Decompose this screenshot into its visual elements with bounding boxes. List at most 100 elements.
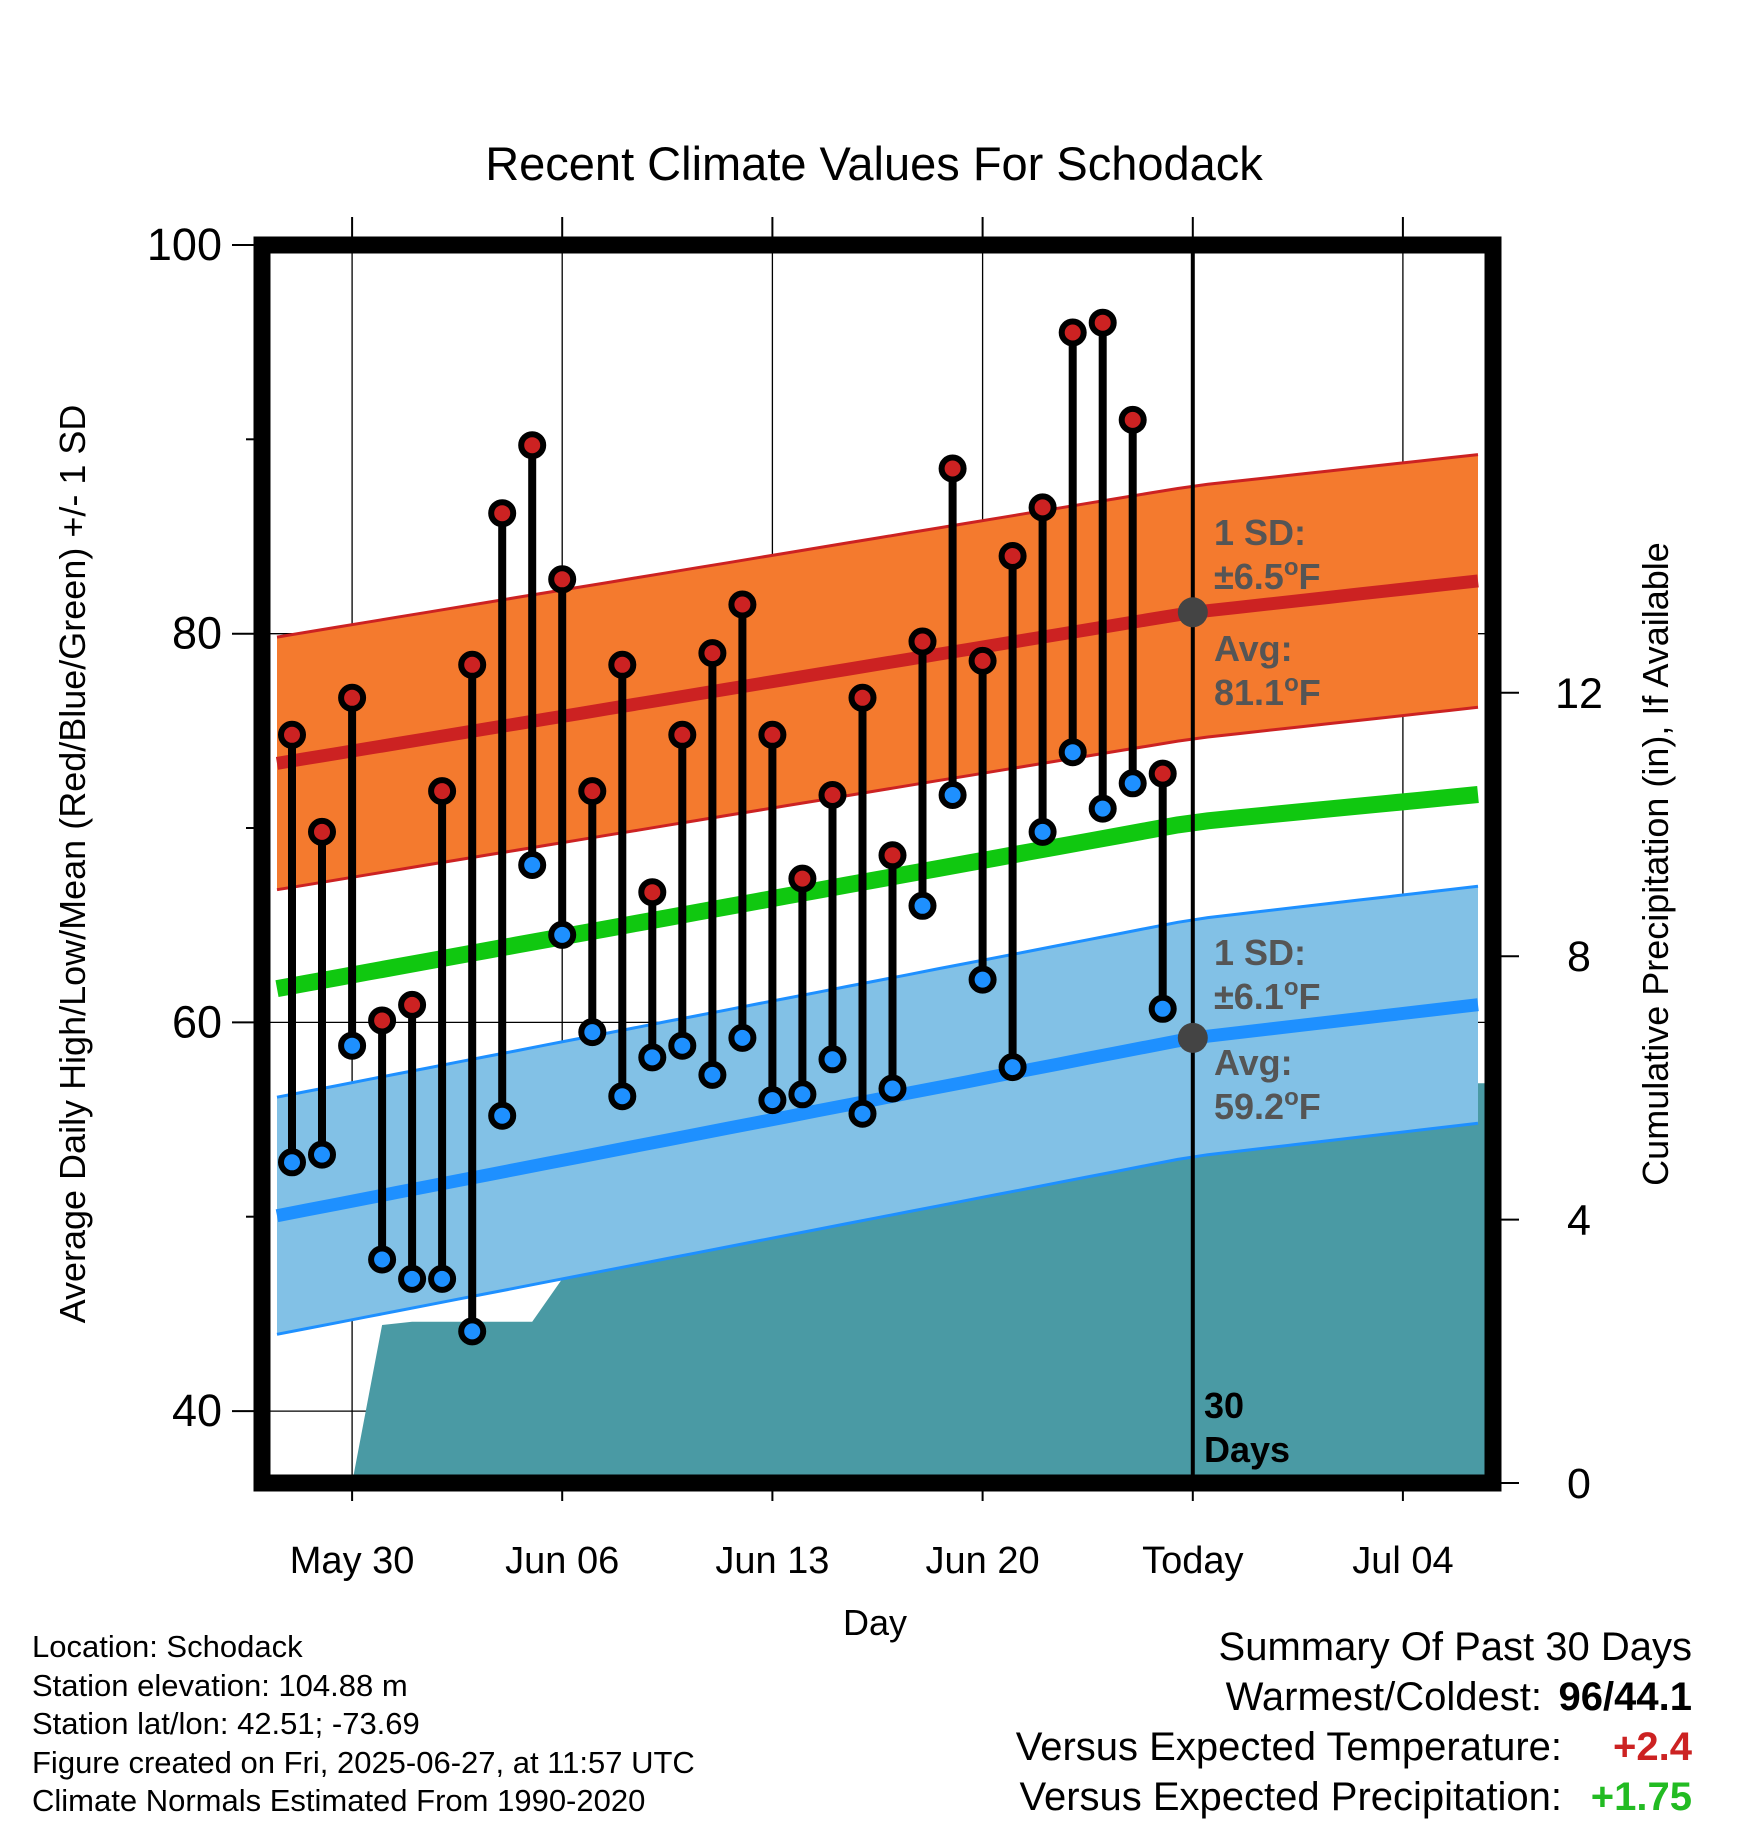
daily-high-marker — [968, 646, 997, 675]
high-sd-value: ±6.5oF — [1214, 554, 1320, 597]
daily-high-marker — [1118, 405, 1147, 434]
daily-low-marker — [938, 781, 967, 809]
daily-high-marker — [428, 777, 457, 806]
y2-tick-label: 4 — [1567, 1197, 1591, 1245]
x-tick-label: Jul 04 — [1352, 1540, 1453, 1582]
daily-low-marker — [548, 920, 577, 949]
daily-high-marker — [1028, 493, 1057, 522]
daily-low-marker — [428, 1264, 457, 1293]
daily-high-marker — [308, 817, 336, 846]
daily-high-marker — [1088, 308, 1117, 337]
daily-high-marker — [848, 683, 877, 712]
daily-high-marker — [1148, 759, 1177, 788]
latlon-text: Station lat/lon: 42.51; -73.69 — [32, 1706, 420, 1741]
summary-warm-cold: Warmest/Coldest: 96/44.1 — [1016, 1672, 1692, 1722]
daily-low-marker — [518, 851, 547, 879]
daily-stems — [288, 322, 1167, 1332]
low-band-lower-edge — [276, 1121, 1479, 1336]
high-mean-line — [275, 574, 1479, 770]
daily-low-marker — [848, 1099, 877, 1128]
daily-low-marker — [818, 1045, 847, 1074]
normal-bands — [275, 453, 1479, 1336]
high-avg-value: 81.1oF — [1214, 670, 1321, 713]
low-avg-dot — [1177, 1022, 1208, 1053]
warmest-value: 96 — [1558, 1675, 1604, 1719]
precip-vs-expected-value: +1.75 — [1590, 1775, 1692, 1819]
low-band-upper-edge — [276, 884, 1479, 1099]
y-tick-label: 100 — [147, 219, 222, 270]
annotations: 1 SD: ±6.5oF Avg: 81.1oF 1 SD: ±6.1oF Av… — [1204, 512, 1321, 1470]
normals-text: Climate Normals Estimated From 1990-2020 — [32, 1783, 646, 1818]
x-tick-label: Jun 13 — [715, 1540, 829, 1582]
x-tick-label: Today — [1142, 1540, 1243, 1582]
daily-low-marker — [458, 1317, 487, 1346]
daily-high-marker — [548, 565, 577, 594]
daily-low-marker — [278, 1148, 306, 1177]
daily-high-marker — [908, 627, 937, 656]
daily-high-marker — [518, 431, 547, 460]
period-days-number: 30 — [1204, 1385, 1244, 1426]
daily-markers — [278, 308, 1208, 1346]
y-tick-label: 80 — [172, 608, 222, 659]
station-info: Location: Schodack Station elevation: 10… — [32, 1628, 695, 1821]
summary-panel: Summary Of Past 30 Days Warmest/Coldest:… — [1016, 1622, 1692, 1822]
daily-low-marker — [1148, 994, 1177, 1023]
summary-heading: Summary Of Past 30 Days — [1016, 1622, 1692, 1672]
daily-low-marker — [398, 1264, 427, 1293]
axes: 40 60 80 100 0 4 8 12 May 30 Jun 06 Jun 13 Jun 20 To… — [147, 217, 1603, 1582]
location-text: Location: Schodack — [32, 1629, 303, 1664]
x-tick-label: Jun 20 — [926, 1540, 1040, 1582]
daily-low-marker — [608, 1082, 637, 1111]
value-separator: / — [1603, 1675, 1615, 1719]
daily-high-marker — [938, 454, 967, 483]
daily-low-marker — [338, 1031, 367, 1060]
plot-frame — [253, 236, 1502, 1492]
daily-low-marker — [758, 1086, 787, 1115]
period-days-label: Days — [1204, 1429, 1290, 1470]
daily-low-marker — [1058, 738, 1087, 767]
y2-tick-label: 0 — [1567, 1460, 1591, 1508]
daily-low-marker — [968, 965, 997, 994]
y-axis-label: Average Daily High/Low/Mean (Red/Blue/Gr… — [52, 405, 93, 1324]
y2-tick-label: 8 — [1567, 933, 1591, 981]
coldest-value: 44.1 — [1614, 1675, 1692, 1719]
low-sd-value: ±6.1oF — [1214, 974, 1320, 1017]
low-sd-band — [277, 886, 1478, 1335]
daily-high-marker — [1058, 318, 1087, 347]
y-tick-label: 40 — [172, 1385, 222, 1436]
elevation-text: Station elevation: 104.88 m — [32, 1667, 408, 1703]
summary-precipitation: Versus Expected Precipitation: +1.75 — [1016, 1772, 1692, 1822]
daily-low-marker — [368, 1245, 397, 1274]
daily-high-marker — [758, 720, 787, 749]
daily-high-marker — [368, 1006, 397, 1035]
daily-low-marker — [488, 1101, 517, 1130]
low-avg-label: Avg: — [1214, 1042, 1293, 1083]
daily-high-marker — [458, 650, 487, 679]
daily-low-marker — [1028, 817, 1057, 846]
low-avg-value: 59.2oF — [1214, 1084, 1321, 1127]
daily-high-marker — [818, 781, 847, 809]
y2-axis-label: Cumulative Precipitation (in), If Availa… — [1635, 542, 1676, 1186]
warm-cold-value: 96/44.1 — [1542, 1672, 1692, 1722]
daily-high-marker — [488, 499, 517, 528]
high-sd-band — [277, 454, 1478, 890]
summary-temperature: Versus Expected Temperature: +2.4 — [1016, 1722, 1692, 1772]
daily-high-marker — [338, 683, 367, 712]
warm-cold-label: Warmest/Coldest: — [1225, 1675, 1542, 1719]
high-sd-label: 1 SD: — [1214, 512, 1306, 553]
daily-low-marker — [1088, 794, 1117, 823]
daily-high-marker — [608, 650, 637, 679]
high-avg-label: Avg: — [1214, 628, 1293, 669]
high-avg-dot — [1177, 597, 1208, 628]
daily-high-marker — [578, 777, 607, 806]
x-tick-label: May 30 — [290, 1540, 415, 1582]
daily-high-marker — [668, 720, 697, 749]
precip-vs-expected-label: Versus Expected Precipitation: — [1019, 1775, 1562, 1819]
daily-low-marker — [578, 1018, 607, 1047]
daily-low-marker — [1118, 769, 1147, 798]
temp-vs-expected-value: +2.4 — [1613, 1725, 1692, 1769]
daily-low-marker — [788, 1080, 817, 1109]
daily-high-marker — [638, 878, 667, 907]
daily-mean-line — [275, 786, 1479, 997]
daily-high-marker — [998, 542, 1027, 570]
